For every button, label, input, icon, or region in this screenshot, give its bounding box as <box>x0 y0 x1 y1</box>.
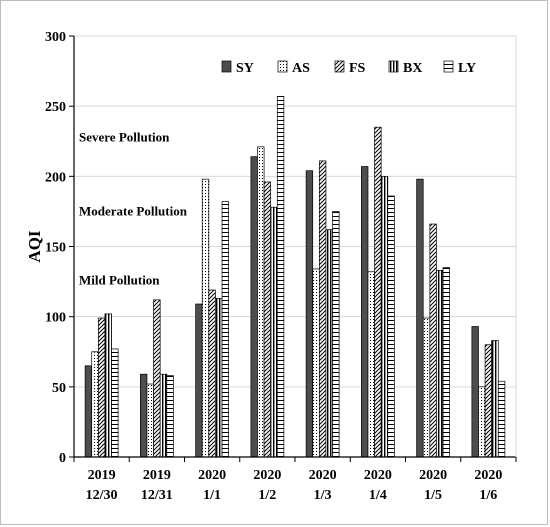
legend: SY AS FS BX LY <box>221 60 476 76</box>
x-tick-year: 2020 <box>364 468 392 483</box>
x-tick-date: 1/6 <box>479 488 497 503</box>
x-tick-year: 2020 <box>198 468 226 483</box>
y-tick-label: 150 <box>45 241 66 256</box>
legend-label-bx: BX <box>403 61 422 76</box>
legend-swatch-ly <box>443 60 454 73</box>
legend-swatch-sy <box>221 60 232 73</box>
bar-ly <box>166 375 174 458</box>
bar-fs <box>484 344 493 458</box>
y-tick-label: 300 <box>45 30 66 45</box>
bar-sy <box>140 373 148 458</box>
x-tick-year: 2020 <box>419 468 447 483</box>
y-axis-label: AQI <box>25 230 44 263</box>
legend-swatch-fs <box>334 60 345 73</box>
bars <box>84 95 506 458</box>
x-tick-date: 1/5 <box>424 488 442 503</box>
y-tick-label: 50 <box>52 381 66 396</box>
bar-ly <box>332 211 340 458</box>
bar-as <box>146 383 154 458</box>
x-tick-year: 2019 <box>88 468 116 483</box>
y-tick-label: 0 <box>59 451 66 466</box>
legend-swatch-bx <box>388 60 399 73</box>
y-tick-label: 100 <box>45 311 66 326</box>
x-tick-year: 2019 <box>143 468 171 483</box>
y-tick-label: 250 <box>45 100 66 115</box>
bar-bx <box>436 270 444 458</box>
bar-as <box>478 386 486 458</box>
pollution-level-label: Severe Pollution <box>79 129 170 144</box>
bar-fs <box>153 299 161 458</box>
bar-sy <box>195 303 203 458</box>
bar-sy <box>305 170 314 458</box>
bar-bx <box>380 175 389 458</box>
bar-bx <box>491 340 499 458</box>
axes <box>69 35 517 462</box>
bar-as <box>422 317 431 458</box>
x-tick-date: 1/2 <box>258 488 276 503</box>
bar-fs <box>97 317 106 458</box>
x-tick-date: 1/3 <box>314 488 332 503</box>
bar-ly <box>276 95 285 458</box>
legend-label-sy: SY <box>236 61 254 76</box>
bar-fs <box>429 223 437 458</box>
bar-sy <box>471 326 479 458</box>
bar-ly <box>497 380 506 458</box>
bar-bx <box>215 298 223 458</box>
bar-sy <box>361 166 369 458</box>
bar-ly <box>111 348 119 458</box>
x-tick-year: 2020 <box>309 468 337 483</box>
annotations: Severe Pollution Moderate Pollution Mild P… <box>79 129 188 287</box>
bar-sy <box>84 365 93 458</box>
bar-fs <box>374 126 382 458</box>
y-tick-label: 200 <box>45 170 66 185</box>
pollution-level-label: Mild Pollution <box>79 272 160 287</box>
x-tick-date: 12/31 <box>141 488 173 503</box>
bar-as <box>367 271 375 458</box>
bar-as <box>257 146 265 458</box>
legend-label-fs: FS <box>349 61 366 76</box>
bar-bx <box>104 313 112 458</box>
bar-ly <box>221 201 229 458</box>
bar-as <box>312 268 320 458</box>
bar-bx <box>270 206 278 458</box>
bar-fs <box>208 289 216 458</box>
bar-sy <box>416 178 424 458</box>
bar-bx <box>159 373 168 458</box>
bar-as <box>201 178 210 458</box>
bar-ly <box>442 267 450 458</box>
x-tick-year: 2020 <box>253 468 281 483</box>
bar-fs <box>263 181 272 458</box>
x-tick-date: 1/4 <box>369 488 387 503</box>
bar-fs <box>318 160 327 458</box>
bar-as <box>91 351 99 458</box>
x-tick-date: 12/30 <box>86 488 118 503</box>
bar-sy <box>250 156 258 458</box>
bar-ly <box>387 195 395 458</box>
x-tick-year: 2020 <box>474 468 502 483</box>
legend-label-as: AS <box>292 61 310 76</box>
pollution-level-label: Moderate Pollution <box>79 204 188 219</box>
x-tick-date: 1/1 <box>203 488 221 503</box>
legend-label-ly: LY <box>458 61 476 76</box>
legend-swatch-as <box>277 60 288 73</box>
bar-bx <box>325 229 333 458</box>
tick-labels: 0 50 100 150 200 250 300 2019 12/30 2019 12/31 2020… <box>45 30 502 503</box>
